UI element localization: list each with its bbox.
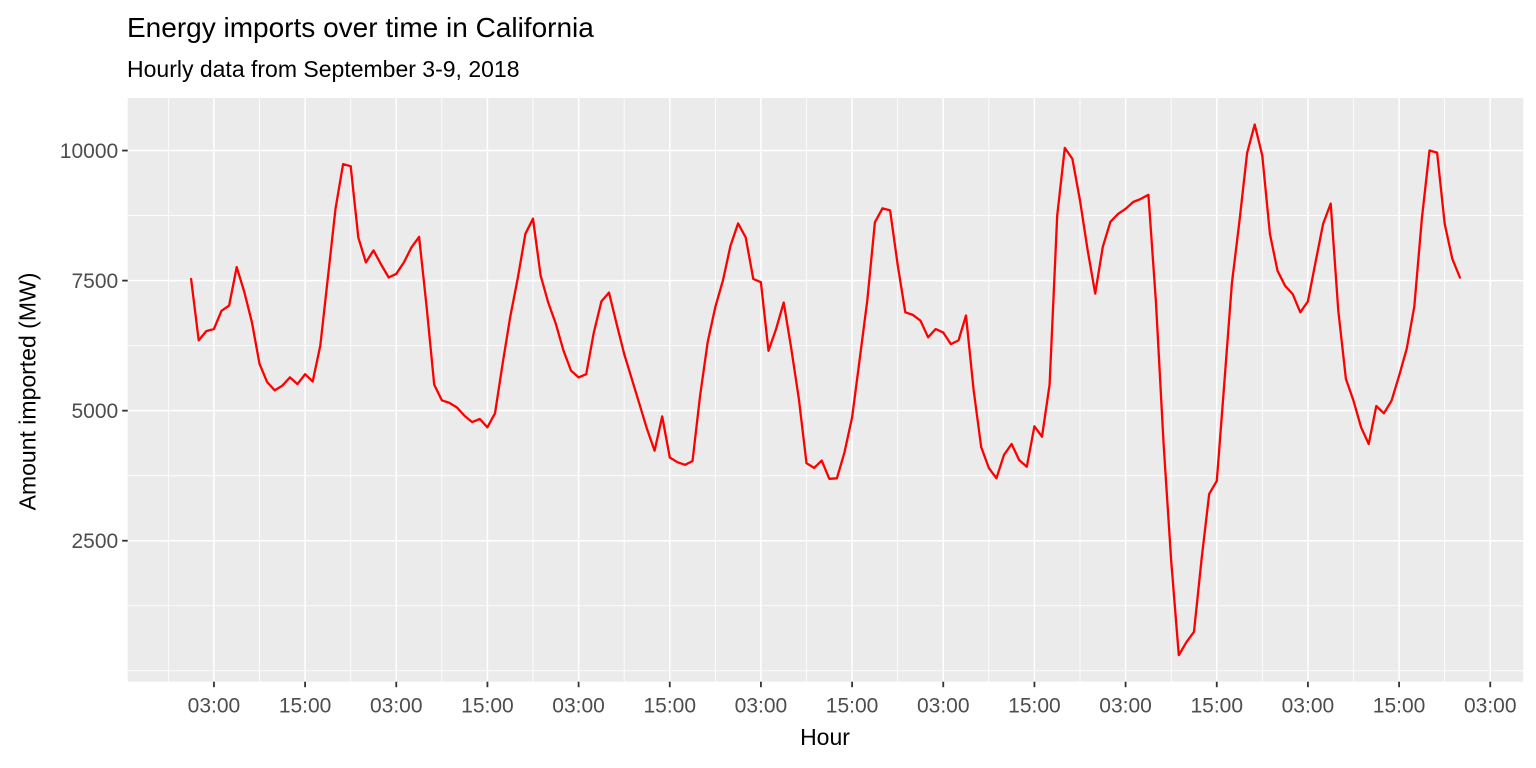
x-tick-label: 03:00 [1099, 695, 1152, 718]
chart-title: Energy imports over time in California [127, 12, 594, 43]
x-tick-label: 03:00 [188, 695, 241, 718]
plot-panel [127, 98, 1524, 682]
x-tick-label: 15:00 [1190, 695, 1243, 718]
chart-subtitle: Hourly data from September 3-9, 2018 [127, 56, 520, 82]
x-tick-label: 15:00 [1008, 695, 1061, 718]
x-tick-label: 15:00 [279, 695, 332, 718]
x-tick-label: 15:00 [461, 695, 514, 718]
x-tick-label: 03:00 [917, 695, 970, 718]
imports-line-series [189, 123, 1462, 657]
y-tick-label: 2500 [71, 530, 118, 553]
y-tick-label: 5000 [71, 400, 118, 423]
x-axis-title: Hour [800, 724, 850, 750]
x-tick-label: 03:00 [1282, 695, 1335, 718]
x-tick-label: 03:00 [552, 695, 605, 718]
y-tick-label: 7500 [71, 270, 118, 293]
x-tick-label: 03:00 [735, 695, 788, 718]
x-tick-label: 03:00 [1464, 695, 1517, 718]
x-tick-label: 15:00 [826, 695, 879, 718]
y-tick-label: 10000 [60, 140, 118, 163]
x-tick-label: 03:00 [370, 695, 423, 718]
x-tick-label: 15:00 [643, 695, 696, 718]
x-tick-label: 15:00 [1373, 695, 1426, 718]
